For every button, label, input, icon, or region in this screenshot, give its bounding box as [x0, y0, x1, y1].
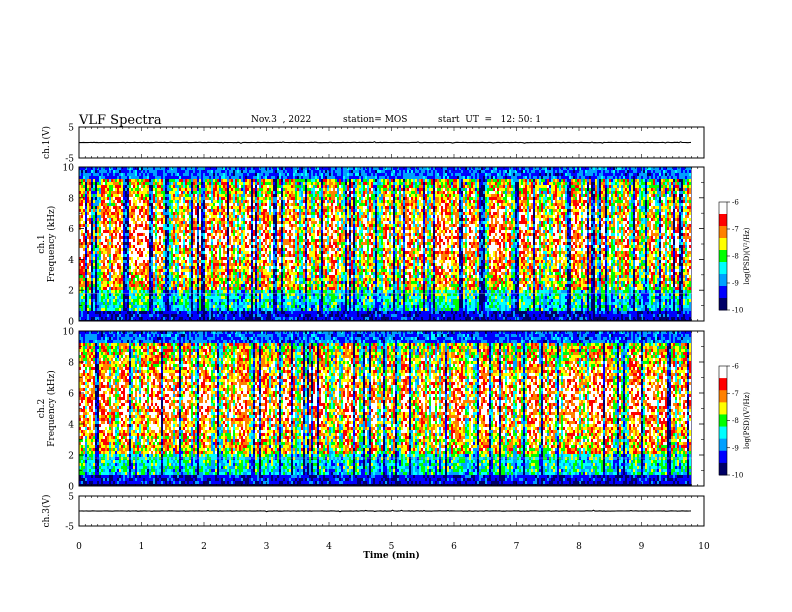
y-tick-label: 6: [68, 390, 74, 400]
colorbar-tick-label: -9: [732, 280, 739, 288]
colorbar-swatch: [719, 274, 727, 287]
colorbar-swatch: [719, 463, 727, 476]
y-tick-label: 4: [68, 421, 74, 431]
colorbar-tick-label: -8: [732, 253, 739, 261]
colorbar-swatch: [719, 390, 727, 403]
x-axis-label: Time (min): [363, 550, 420, 561]
colorbar-tick-label: -7: [732, 390, 739, 398]
x-tick-label: 3: [264, 542, 270, 552]
y-axis-label: Frequency (kHz): [46, 206, 57, 283]
y-tick-label: 4: [68, 256, 74, 266]
y-tick-label: 5: [68, 493, 74, 503]
colorbar-tick-label: -6: [732, 363, 739, 371]
x-tick-label: 9: [639, 542, 645, 552]
colorbar-swatch: [719, 439, 727, 452]
colorbar-tick-label: -9: [732, 444, 739, 452]
ch1-waveform-panel: 5-5ch.1(V): [41, 124, 704, 165]
colorbar-swatch: [719, 226, 727, 239]
x-tick-label: 2: [201, 542, 207, 552]
x-tick-label: 10: [698, 542, 710, 552]
colorbar-label: log(PSD)(V²/Hz): [743, 227, 751, 284]
x-tick-label: 8: [576, 542, 582, 552]
waveform-trace: [79, 510, 691, 512]
colorbar-swatch: [719, 427, 727, 440]
ch1-spectrogram-colorbar: -6 -7 -8 -9 -10 log(PSD)(V²/Hz): [719, 199, 751, 315]
colorbar-tick-label: -6: [732, 199, 739, 207]
y-tick-label: 6: [68, 225, 74, 235]
y-tick-label: 8: [68, 359, 74, 369]
colorbar-swatch: [719, 402, 727, 415]
colorbar-swatch: [719, 286, 727, 299]
colorbar-swatch: [719, 451, 727, 464]
y-axis-label: ch.1(V): [41, 126, 52, 159]
y-axis-label: ch.2: [37, 399, 47, 418]
x-tick-label: 4: [326, 542, 332, 552]
colorbar-swatch: [719, 250, 727, 263]
colorbar-swatch: [719, 238, 727, 251]
colorbar-tick-label: -7: [732, 226, 739, 234]
colorbar-swatch: [719, 298, 727, 311]
colorbar-tick-label: -10: [732, 472, 743, 480]
colorbars-group: -6 -7 -8 -9 -10 log(PSD)(V²/Hz) -6 -7 -8 -9 -10 log…: [719, 199, 751, 480]
y-tick-label: 2: [68, 287, 74, 297]
colorbar-swatch: [719, 378, 727, 391]
ch2-spectrogram-colorbar: -6 -7 -8 -9 -10 log(PSD)(V²/Hz): [719, 363, 751, 480]
y-axis-label: ch.1: [37, 234, 47, 253]
y-axis-label: ch.3(V): [41, 495, 52, 528]
ch1-spectrogram-panel: 0 2 4 6 8 10 ch.1 Frequency (kHz): [37, 164, 704, 328]
ch2-spectrogram-panel: 0 2 4 6 8 10 ch.2 Frequency (kHz): [37, 328, 704, 493]
y-tick-label: 0: [68, 318, 74, 328]
colorbar-tick-label: -8: [732, 417, 739, 425]
y-axis-label: Frequency (kHz): [46, 370, 57, 447]
y-tick-label: -5: [65, 523, 74, 533]
y-tick-label: 5: [68, 124, 74, 134]
colorbar-swatch: [719, 202, 727, 215]
y-tick-label: 10: [63, 328, 75, 338]
colorbar-label: log(PSD)(V²/Hz): [743, 392, 751, 449]
x-tick-label: 0: [76, 542, 82, 552]
y-tick-label: 8: [68, 194, 74, 204]
y-tick-label: 2: [68, 452, 74, 462]
x-tick-label: 1: [139, 542, 145, 552]
colorbar-swatch: [719, 262, 727, 275]
y-tick-label: 0: [68, 483, 74, 493]
spectrogram-cells: [79, 331, 691, 484]
x-tick-label: 7: [514, 542, 520, 552]
spectrogram-cells: [79, 167, 691, 320]
colorbar-swatch: [719, 366, 727, 379]
colorbar-swatch: [719, 414, 727, 427]
colorbar-tick-label: -10: [732, 307, 743, 315]
x-tick-label: 6: [451, 542, 457, 552]
colorbar-swatch: [719, 214, 727, 227]
waveform-trace: [79, 142, 691, 144]
ch3-waveform-panel: 5 -5 ch.3(V): [41, 493, 704, 533]
y-tick-label: 10: [63, 164, 75, 174]
